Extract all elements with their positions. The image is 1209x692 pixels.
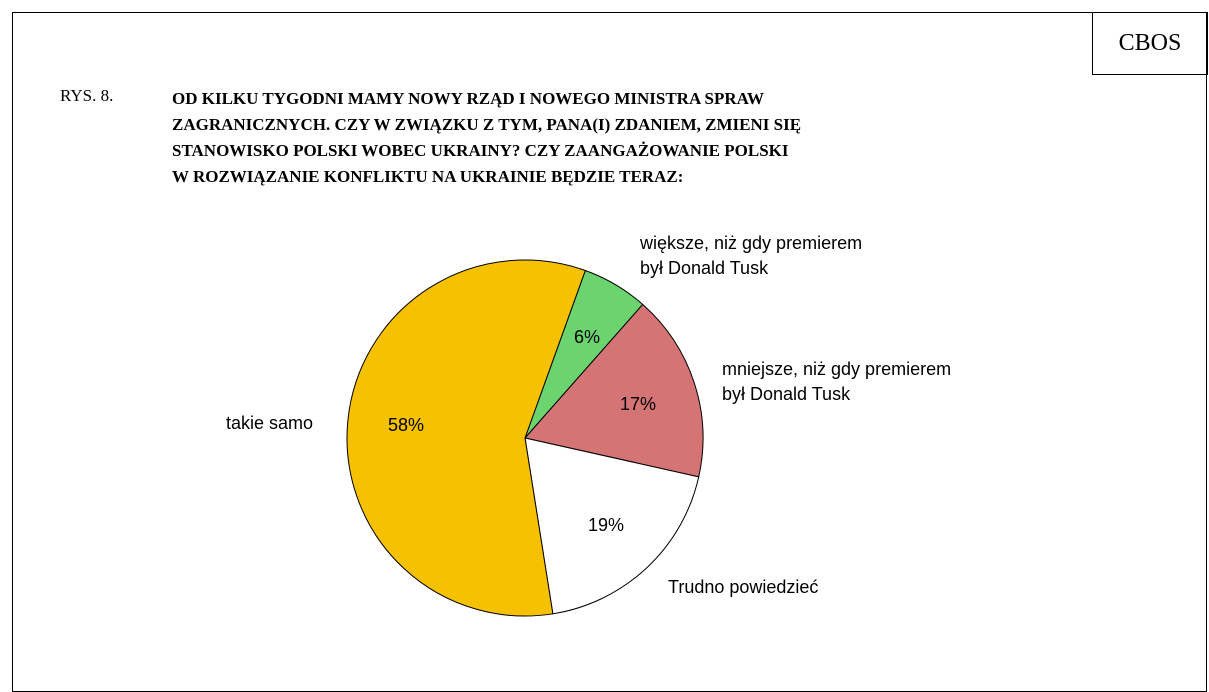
category-label: Trudno powiedzieć (668, 577, 818, 597)
page: CBOS RYS. 8. OD KILKU TYGODNI MAMY NOWY … (12, 12, 1208, 692)
figure-label: RYS. 8. (60, 86, 114, 105)
source: CBOS (1092, 12, 1208, 75)
data-label: 58% (388, 415, 424, 435)
category-label: większe, niż gdy premierem był Donald Tus… (639, 233, 862, 278)
pie-slice (524, 437, 700, 615)
category-label: takie samo (226, 413, 313, 433)
pie-slice (524, 303, 704, 478)
category-label: mniejsze, niż gdy premierem był Donald Tu… (722, 359, 951, 404)
data-label: 6% (574, 327, 600, 347)
chart-title: OD KILKU TYGODNI MAMY NOWY RZĄD I NOWEGO… (172, 89, 802, 186)
data-label: 19% (588, 515, 624, 535)
chart: 6% 17% 19% 58% większe, niż gdy premierem był… (226, 233, 951, 617)
data-label: 17% (620, 394, 656, 414)
pie-slice (346, 259, 586, 617)
